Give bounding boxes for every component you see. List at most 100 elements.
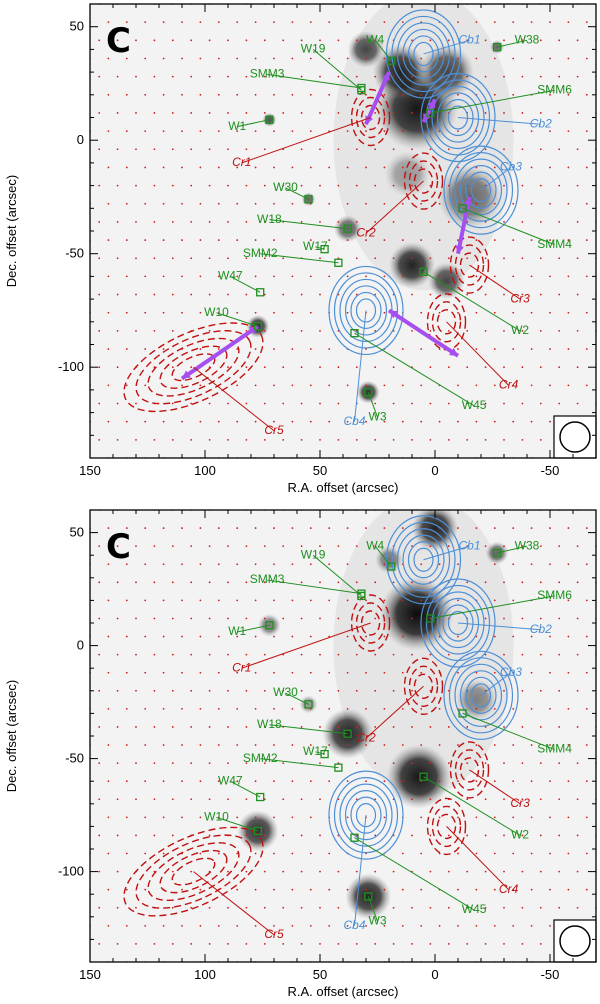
grid-dot — [98, 834, 101, 837]
grid-dot — [208, 943, 211, 945]
grid-dot — [273, 780, 275, 783]
grid-dot — [319, 870, 321, 873]
grid-dot — [567, 671, 570, 674]
grid-dot — [383, 420, 386, 423]
x-tick-label: 100 — [194, 967, 216, 982]
grid-dot — [245, 148, 248, 151]
grid-dot — [493, 707, 496, 710]
grid-dot — [254, 852, 257, 855]
blue-contour — [447, 610, 469, 636]
grid-dot — [411, 148, 413, 151]
source-label: SMM4 — [537, 742, 572, 756]
grid-dot — [337, 653, 340, 656]
grid-dot — [484, 148, 487, 151]
grid-dot — [282, 402, 285, 405]
grid-dot — [447, 221, 450, 223]
grid-dot — [585, 93, 588, 96]
source-box — [364, 892, 373, 901]
grid-dot — [346, 744, 349, 746]
grid-dot — [567, 816, 570, 819]
source-label: W4 — [366, 32, 384, 46]
grid-dot — [420, 202, 423, 205]
grid-dot — [116, 617, 119, 620]
grid-dot — [401, 420, 404, 423]
grid-dot — [98, 438, 101, 441]
grid-dot — [282, 870, 285, 873]
grid-dot — [438, 744, 441, 746]
source-label: W19 — [301, 42, 326, 56]
grid-dot — [337, 366, 340, 369]
grid-dot — [383, 563, 386, 566]
grid-dot — [291, 852, 294, 855]
grid-dot — [208, 293, 211, 296]
grid-dot — [135, 726, 137, 728]
grid-dot — [503, 726, 505, 728]
grid-dot — [162, 563, 165, 566]
grid-dot — [116, 184, 119, 187]
grid-dot — [309, 384, 312, 387]
grid-dot — [236, 888, 239, 891]
grid-dot — [401, 671, 404, 674]
blue-contour — [396, 528, 451, 592]
grid-dot — [144, 239, 147, 241]
grid-dot — [263, 329, 266, 332]
grid-dot — [190, 943, 193, 945]
grid-dot — [300, 366, 303, 369]
lobe-label: Cb2 — [530, 622, 552, 636]
grid-dot — [254, 21, 257, 24]
source-box — [350, 833, 359, 842]
grid-dot — [328, 924, 331, 927]
source-leader — [430, 89, 555, 114]
grid-dot — [392, 366, 395, 369]
blue-contour — [402, 534, 445, 585]
grid-dot — [521, 906, 524, 909]
grid-dot — [190, 184, 193, 187]
grid-dot — [392, 75, 395, 78]
blue-contour — [333, 776, 399, 854]
grid-dot — [576, 581, 579, 584]
grid-dot — [254, 93, 257, 96]
beam-circle — [559, 421, 591, 453]
grid-dot — [355, 726, 358, 728]
grid-dot — [319, 798, 321, 801]
grid-dot — [392, 726, 395, 728]
blue-contour — [391, 15, 456, 93]
grid-dot — [549, 852, 551, 855]
grid-dot — [245, 366, 248, 369]
grid-dot — [107, 527, 110, 529]
grid-dot — [309, 599, 312, 602]
grid-dot — [585, 852, 588, 855]
grid-dot — [217, 202, 220, 205]
grid-dot — [162, 924, 165, 927]
source-box — [350, 328, 359, 338]
grid-dot — [162, 239, 165, 241]
panel-letter: C — [106, 21, 131, 61]
grid-dot — [171, 75, 174, 78]
y-axis-title: Dec. offset (arcsec) — [4, 680, 19, 792]
grid-dot — [319, 148, 321, 151]
grid-dot — [539, 545, 542, 548]
grid-dot — [135, 221, 137, 223]
grid-dot — [273, 239, 275, 241]
grid-dot — [227, 184, 229, 187]
grid-dot — [346, 57, 349, 60]
grid-dot — [125, 57, 128, 60]
grid-dot — [475, 21, 478, 24]
grid-dot — [116, 726, 119, 728]
grid-dot — [162, 420, 165, 423]
grid-dot — [135, 943, 137, 945]
grid-dot — [171, 653, 174, 656]
grid-dot — [162, 348, 165, 350]
grid-dot — [503, 221, 505, 223]
grid-dot — [107, 671, 110, 674]
grid-dot — [144, 707, 147, 710]
grid-dot — [208, 329, 211, 332]
grid-dot — [493, 311, 496, 314]
grid-dot — [263, 148, 266, 151]
source-label: SMM2 — [243, 246, 278, 260]
grid-dot — [319, 112, 321, 114]
grid-dot — [355, 184, 358, 187]
grid-dot — [254, 599, 257, 602]
grid-dot — [392, 581, 395, 584]
grid-dot — [475, 744, 478, 746]
